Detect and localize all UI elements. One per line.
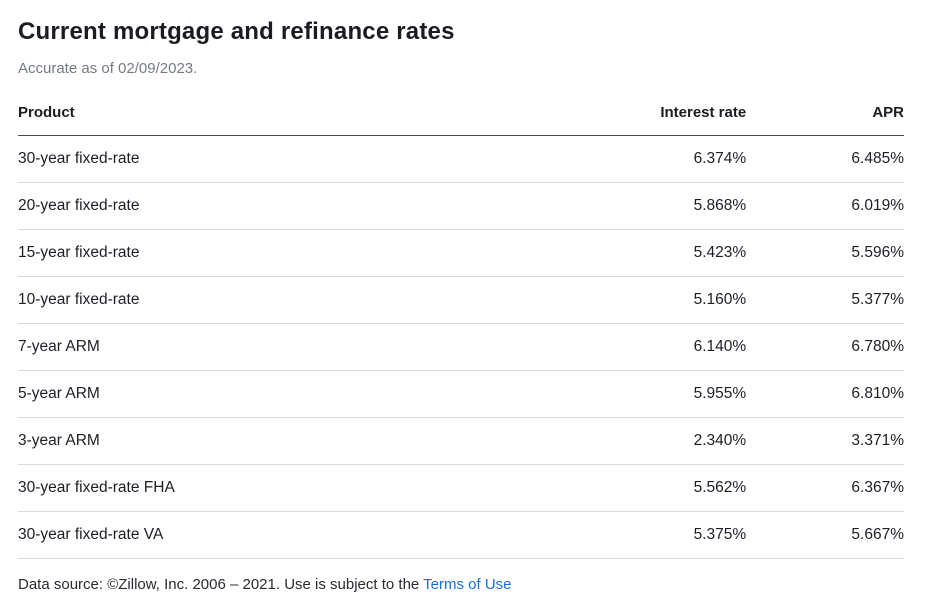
product-cell: 5-year ARM — [18, 370, 489, 418]
rates-table-header: Product Interest rate APR — [18, 93, 904, 136]
accuracy-date-subtitle: Accurate as of 02/09/2023. — [18, 59, 198, 77]
product-cell: 7-year ARM — [18, 323, 489, 371]
interest-rate-cell: 6.374% — [488, 135, 747, 183]
product-cell: 30-year fixed-rate FHA — [18, 464, 489, 512]
column-header-apr: APR — [746, 93, 904, 136]
table-row: 3-year ARM 2.340% 3.371% — [18, 417, 904, 465]
apr-cell: 5.667% — [746, 511, 904, 559]
apr-cell: 6.367% — [746, 464, 904, 512]
apr-cell: 6.019% — [746, 182, 904, 230]
data-source-footer: Data source: ©Zillow, Inc. 2006 – 2021. … — [18, 576, 904, 593]
interest-rate-cell: 5.868% — [488, 182, 747, 230]
product-cell: 30-year fixed-rate — [18, 135, 489, 183]
apr-cell: 6.810% — [746, 370, 904, 418]
column-header-interest-rate: Interest rate — [488, 93, 747, 136]
apr-cell: 3.371% — [746, 417, 904, 465]
table-row: 10-year fixed-rate 5.160% 5.377% — [18, 276, 904, 324]
interest-rate-cell: 5.562% — [488, 464, 747, 512]
apr-cell: 5.377% — [746, 276, 904, 324]
rates-table-body: 30-year fixed-rate 6.374% 6.485% 20-year… — [18, 135, 904, 559]
interest-rate-cell: 5.375% — [488, 511, 747, 559]
interest-rate-cell: 6.140% — [488, 323, 747, 371]
interest-rate-cell: 2.340% — [488, 417, 747, 465]
product-cell: 30-year fixed-rate VA — [18, 511, 489, 559]
terms-of-use-link[interactable]: Terms of Use — [423, 575, 512, 593]
page-title: Current mortgage and refinance rates — [18, 18, 455, 45]
apr-cell: 6.780% — [746, 323, 904, 371]
table-row: 20-year fixed-rate 5.868% 6.019% — [18, 182, 904, 230]
table-row: 30-year fixed-rate 6.374% 6.485% — [18, 135, 904, 183]
column-header-product: Product — [18, 93, 489, 136]
product-cell: 3-year ARM — [18, 417, 489, 465]
table-row: 30-year fixed-rate VA 5.375% 5.667% — [18, 511, 904, 559]
interest-rate-cell: 5.160% — [488, 276, 747, 324]
table-row: 30-year fixed-rate FHA 5.562% 6.367% — [18, 464, 904, 512]
apr-cell: 6.485% — [746, 135, 904, 183]
table-row: 15-year fixed-rate 5.423% 5.596% — [18, 229, 904, 277]
table-row: 5-year ARM 5.955% 6.810% — [18, 370, 904, 418]
interest-rate-cell: 5.423% — [488, 229, 747, 277]
rates-widget: Current mortgage and refinance rates Acc… — [18, 18, 904, 593]
apr-cell: 5.596% — [746, 229, 904, 277]
rates-table: Product Interest rate APR 30-year fixed-… — [18, 93, 904, 559]
interest-rate-cell: 5.955% — [488, 370, 747, 418]
table-row: 7-year ARM 6.140% 6.780% — [18, 323, 904, 371]
product-cell: 20-year fixed-rate — [18, 182, 489, 230]
data-source-text: Data source: ©Zillow, Inc. 2006 – 2021. … — [18, 575, 424, 593]
product-cell: 15-year fixed-rate — [18, 229, 489, 277]
product-cell: 10-year fixed-rate — [18, 276, 489, 324]
